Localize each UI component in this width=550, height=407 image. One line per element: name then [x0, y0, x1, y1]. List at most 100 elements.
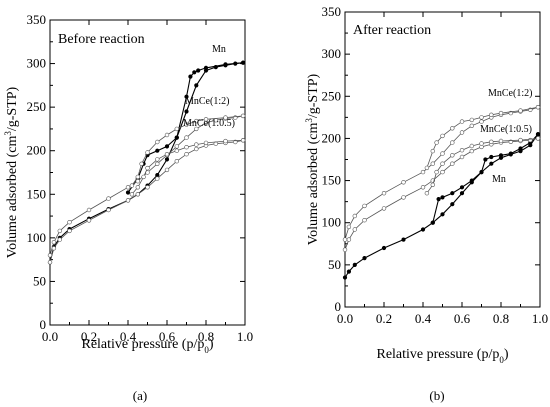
data-point [342, 275, 348, 280]
data-point [192, 70, 197, 75]
data-point [342, 237, 348, 242]
data-point [174, 126, 180, 132]
y-tick-label: 150 [27, 186, 47, 201]
data-point [196, 68, 201, 73]
data-point [381, 191, 387, 196]
series-label: MnCe(1:0.5) [183, 118, 235, 129]
data-point [67, 220, 72, 225]
data-point [164, 152, 170, 157]
x-tick-label: 0.6 [159, 329, 176, 344]
data-point [430, 220, 435, 225]
data-point [469, 148, 474, 154]
data-point [164, 144, 170, 149]
data-point [139, 161, 144, 167]
data-point [164, 132, 170, 138]
y-tick-label: 350 [27, 12, 47, 27]
x-tick-label: 0.2 [81, 329, 97, 344]
data-point [420, 227, 426, 232]
data-point [135, 179, 141, 184]
data-point [508, 151, 513, 156]
series-mn [47, 60, 246, 265]
data-point [164, 157, 170, 162]
data-point [424, 165, 430, 171]
data-point [352, 227, 357, 232]
series-label: MnCe(1:2) [185, 96, 229, 107]
y-tick-label: 50 [328, 257, 341, 272]
data-point [450, 191, 455, 196]
data-point [401, 237, 406, 242]
data-point [479, 119, 484, 124]
data-point [342, 247, 348, 252]
plot-frame [344, 11, 541, 308]
x-tick-label: 0.6 [454, 311, 471, 326]
data-point [362, 256, 367, 261]
data-point [51, 246, 57, 251]
data-point [450, 140, 455, 145]
y-tick-label: 300 [27, 56, 47, 71]
data-point [434, 169, 439, 175]
data-point [129, 192, 135, 197]
data-point [430, 161, 435, 166]
data-point [440, 133, 445, 139]
x-tick-label: 0.8 [198, 329, 214, 344]
data-point [194, 146, 199, 152]
data-point [479, 170, 484, 175]
data-point [479, 141, 484, 146]
data-point [125, 190, 131, 195]
data-point [420, 169, 426, 175]
data-point [141, 174, 146, 180]
data-point [164, 167, 170, 173]
data-point [362, 218, 367, 223]
data-point [459, 148, 465, 153]
data-point [240, 113, 246, 119]
MnCe(1:2)-desorption-line [131, 115, 244, 186]
data-point [450, 126, 455, 131]
data-point [469, 117, 474, 123]
data-point [155, 157, 160, 162]
data-point [223, 62, 228, 67]
y-tick-label: 150 [322, 173, 342, 188]
data-point [420, 185, 426, 190]
data-point [184, 135, 189, 140]
data-point [381, 245, 387, 251]
caption-b: (b) [429, 388, 444, 403]
data-point [430, 182, 435, 188]
data-point [174, 159, 180, 164]
data-point [518, 146, 523, 151]
data-point [489, 154, 494, 160]
data-point [188, 74, 193, 79]
data-point [125, 198, 131, 203]
data-point [106, 207, 111, 213]
data-point [479, 115, 484, 120]
data-point [346, 237, 352, 242]
x-tick-label: 0.0 [337, 311, 353, 326]
data-point [459, 154, 465, 160]
data-point [352, 213, 357, 219]
series-label: Mn [212, 44, 226, 55]
panel-title: Before reaction [58, 32, 145, 47]
data-point [459, 185, 465, 190]
data-point [440, 151, 445, 156]
data-point [352, 262, 357, 268]
x-axis-title: Relative pressure (p/p0) [81, 337, 213, 355]
series-mnce-1-0-5- [47, 138, 246, 265]
data-point [489, 161, 494, 166]
data-point [125, 185, 131, 190]
data-point [241, 60, 246, 65]
data-point [483, 157, 488, 162]
data-point [223, 115, 228, 120]
data-point [436, 197, 441, 202]
data-point [434, 140, 439, 145]
data-point [430, 148, 435, 154]
data-point [518, 108, 523, 113]
data-point [401, 195, 406, 200]
data-point [145, 165, 150, 171]
y-axis-title: Volume adsorbed (cm3/g-STP) [304, 73, 321, 245]
data-point [535, 136, 541, 141]
data-point [440, 195, 445, 200]
panel-title: After reaction [353, 23, 431, 38]
y-tick-label: 50 [33, 273, 46, 288]
series-label: Mn [492, 174, 506, 185]
y-tick-label: 0 [40, 317, 47, 332]
data-point [518, 137, 523, 143]
